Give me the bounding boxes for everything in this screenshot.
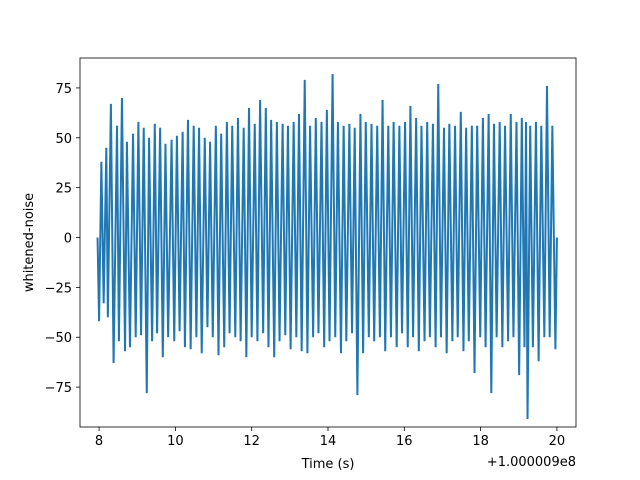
y-tick-label: −25 xyxy=(45,281,72,296)
x-tick-label: 12 xyxy=(243,434,260,449)
y-tick-label: 75 xyxy=(55,82,72,97)
x-axis-label: Time (s) xyxy=(301,457,355,472)
x-axis-ticks: 8 10 12 14 16 18 20 xyxy=(95,427,565,449)
y-tick-label: −50 xyxy=(45,331,72,346)
y-tick-label: 25 xyxy=(55,182,72,197)
x-axis-offset-label: +1.000009e8 xyxy=(487,455,576,470)
x-tick-label: 16 xyxy=(396,434,413,449)
y-axis-ticks: −75 −50 −25 0 25 50 75 xyxy=(45,82,80,396)
x-tick-label: 20 xyxy=(549,434,566,449)
x-tick-label: 18 xyxy=(472,434,489,449)
series-line-0 xyxy=(96,73,558,420)
y-tick-label: 50 xyxy=(55,132,72,147)
x-tick-label: 10 xyxy=(167,434,184,449)
x-tick-label: 14 xyxy=(320,434,337,449)
y-tick-label: 0 xyxy=(64,232,72,247)
x-tick-label: 8 xyxy=(95,434,103,449)
y-tick-label: −75 xyxy=(45,381,72,396)
y-axis-label: whitened-noise xyxy=(22,193,37,292)
series-group xyxy=(96,73,558,420)
